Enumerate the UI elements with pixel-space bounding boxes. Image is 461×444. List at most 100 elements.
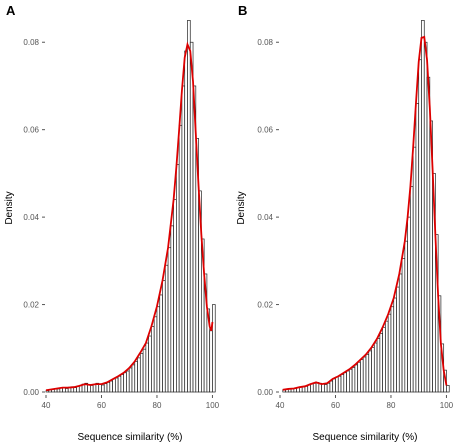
- histogram-bar-b: [421, 20, 425, 393]
- histogram-bar-b: [340, 374, 345, 393]
- histogram-bar-a: [181, 85, 186, 393]
- x-tick-label-b: 80: [387, 401, 396, 410]
- histogram-bar-b: [337, 375, 342, 393]
- x-tick-label-a: 60: [97, 401, 106, 410]
- histogram-bar-a: [173, 199, 177, 393]
- histogram-bar-a: [139, 353, 144, 393]
- histogram-bar-a: [159, 294, 163, 393]
- histogram-bar-a: [167, 247, 172, 393]
- histogram-bar-b: [346, 370, 350, 393]
- y-tick-label-a: 0.02: [23, 301, 39, 310]
- histogram-bar-b: [385, 320, 389, 393]
- histogram-bar-a: [178, 124, 183, 393]
- histogram-bar-a: [90, 385, 94, 393]
- histogram-bar-a: [101, 384, 105, 393]
- histogram-bar-b: [382, 326, 386, 393]
- histogram-bar-b: [332, 378, 336, 393]
- histogram-bar-b: [401, 258, 406, 393]
- histogram-bar-b: [321, 383, 325, 393]
- histogram-bar-b: [376, 338, 381, 393]
- histogram-bar-a: [151, 326, 155, 393]
- histogram-bar-a: [65, 388, 69, 393]
- histogram-bar-b: [354, 364, 359, 393]
- histogram-bar-b: [312, 382, 317, 393]
- histogram-bar-b: [307, 384, 311, 393]
- histogram-bar-b: [415, 103, 420, 393]
- y-axis-b: 0.00 0.02 0.04 0.06 0.08: [257, 38, 279, 397]
- y-tick-label-b: 0.04: [257, 213, 273, 222]
- histogram-bars-b: [282, 20, 450, 393]
- histogram-bar-b: [368, 350, 372, 393]
- histogram-bar-a: [120, 374, 125, 393]
- panel-b: B 0.00 0.02 0.04 0.06 0.08 40 60 80 100 Sequenc…: [236, 3, 454, 443]
- histogram-bar-b: [404, 240, 408, 393]
- y-tick-label-a: 0.06: [23, 126, 39, 135]
- histogram-bar-a: [212, 304, 216, 393]
- x-tick-label-a: 100: [206, 401, 220, 410]
- histogram-bar-b: [360, 359, 364, 393]
- histogram-bar-b: [393, 297, 397, 393]
- histogram-bar-b: [396, 286, 400, 393]
- histogram-bar-b: [426, 76, 431, 393]
- histogram-bar-a: [148, 335, 152, 393]
- histogram-bar-a: [134, 361, 138, 393]
- histogram-bar-b: [387, 313, 392, 393]
- x-tick-label-a: 40: [42, 401, 51, 410]
- histogram-bar-b: [349, 368, 353, 393]
- density-curve-b: [282, 35, 448, 391]
- histogram-bar-a: [176, 164, 180, 393]
- histogram-bar-a: [131, 364, 136, 393]
- histogram-bar-a: [123, 372, 127, 393]
- histogram-bar-b: [423, 41, 428, 393]
- histogram-bar-a: [142, 348, 147, 393]
- histogram-bar-a: [109, 380, 113, 393]
- panel-label-a: A: [6, 3, 16, 18]
- histogram-bar-b: [379, 333, 383, 393]
- histogram-bar-a: [112, 378, 116, 393]
- x-tick-label-b: 60: [331, 401, 340, 410]
- y-axis-a: 0.00 0.02 0.04 0.06 0.08: [23, 38, 45, 397]
- histogram-bar-a: [162, 280, 166, 393]
- histogram-bar-b: [410, 186, 414, 393]
- histogram-bar-b: [398, 273, 403, 393]
- histogram-bar-a: [103, 383, 108, 393]
- histogram-bar-b: [335, 376, 339, 393]
- histogram-bar-b: [407, 216, 411, 393]
- histogram-bar-a: [170, 225, 174, 393]
- y-tick-label-a: 0.04: [23, 213, 39, 222]
- x-axis-title-a: Sequence similarity (%): [77, 432, 182, 443]
- y-tick-label-b: 0.02: [257, 301, 273, 310]
- histogram-bar-b: [371, 347, 375, 393]
- y-tick-label-b: 0.08: [257, 38, 273, 47]
- histogram-bar-b: [326, 382, 331, 393]
- histogram-bar-a: [73, 387, 77, 393]
- histogram-bars-a: [45, 20, 216, 393]
- y-tick-label-a: 0.08: [23, 38, 39, 47]
- histogram-bar-a: [56, 388, 61, 393]
- histogram-bar-a: [156, 306, 161, 393]
- histogram-bar-a: [98, 383, 102, 393]
- histogram-bar-b: [418, 59, 422, 393]
- histogram-bar-a: [164, 264, 169, 393]
- histogram-bar-b: [310, 383, 314, 393]
- histogram-bar-b: [357, 361, 361, 393]
- panel-label-b: B: [238, 3, 247, 18]
- x-axis-a: 40 60 80 100: [42, 395, 220, 410]
- histogram-bar-b: [304, 385, 309, 393]
- histogram-bar-a: [153, 316, 158, 393]
- y-tick-label-a: 0.00: [23, 388, 39, 397]
- histogram-bar-a: [209, 330, 213, 393]
- y-axis-title-b: Density: [236, 191, 247, 224]
- histogram-bar-a: [184, 50, 188, 393]
- histogram-bar-a: [92, 384, 97, 393]
- histogram-bar-a: [187, 20, 191, 393]
- histogram-bar-a: [137, 357, 141, 393]
- histogram-bar-a: [126, 370, 130, 393]
- histogram-bar-a: [145, 342, 149, 393]
- panel-a: A 0.00 0.02 0.04 0.06 0.08 40 60 80 100 Sequenc…: [4, 3, 220, 443]
- histogram-bar-b: [351, 367, 356, 393]
- histogram-bar-a: [117, 375, 122, 393]
- x-tick-label-a: 80: [153, 401, 162, 410]
- y-tick-label-b: 0.00: [257, 388, 273, 397]
